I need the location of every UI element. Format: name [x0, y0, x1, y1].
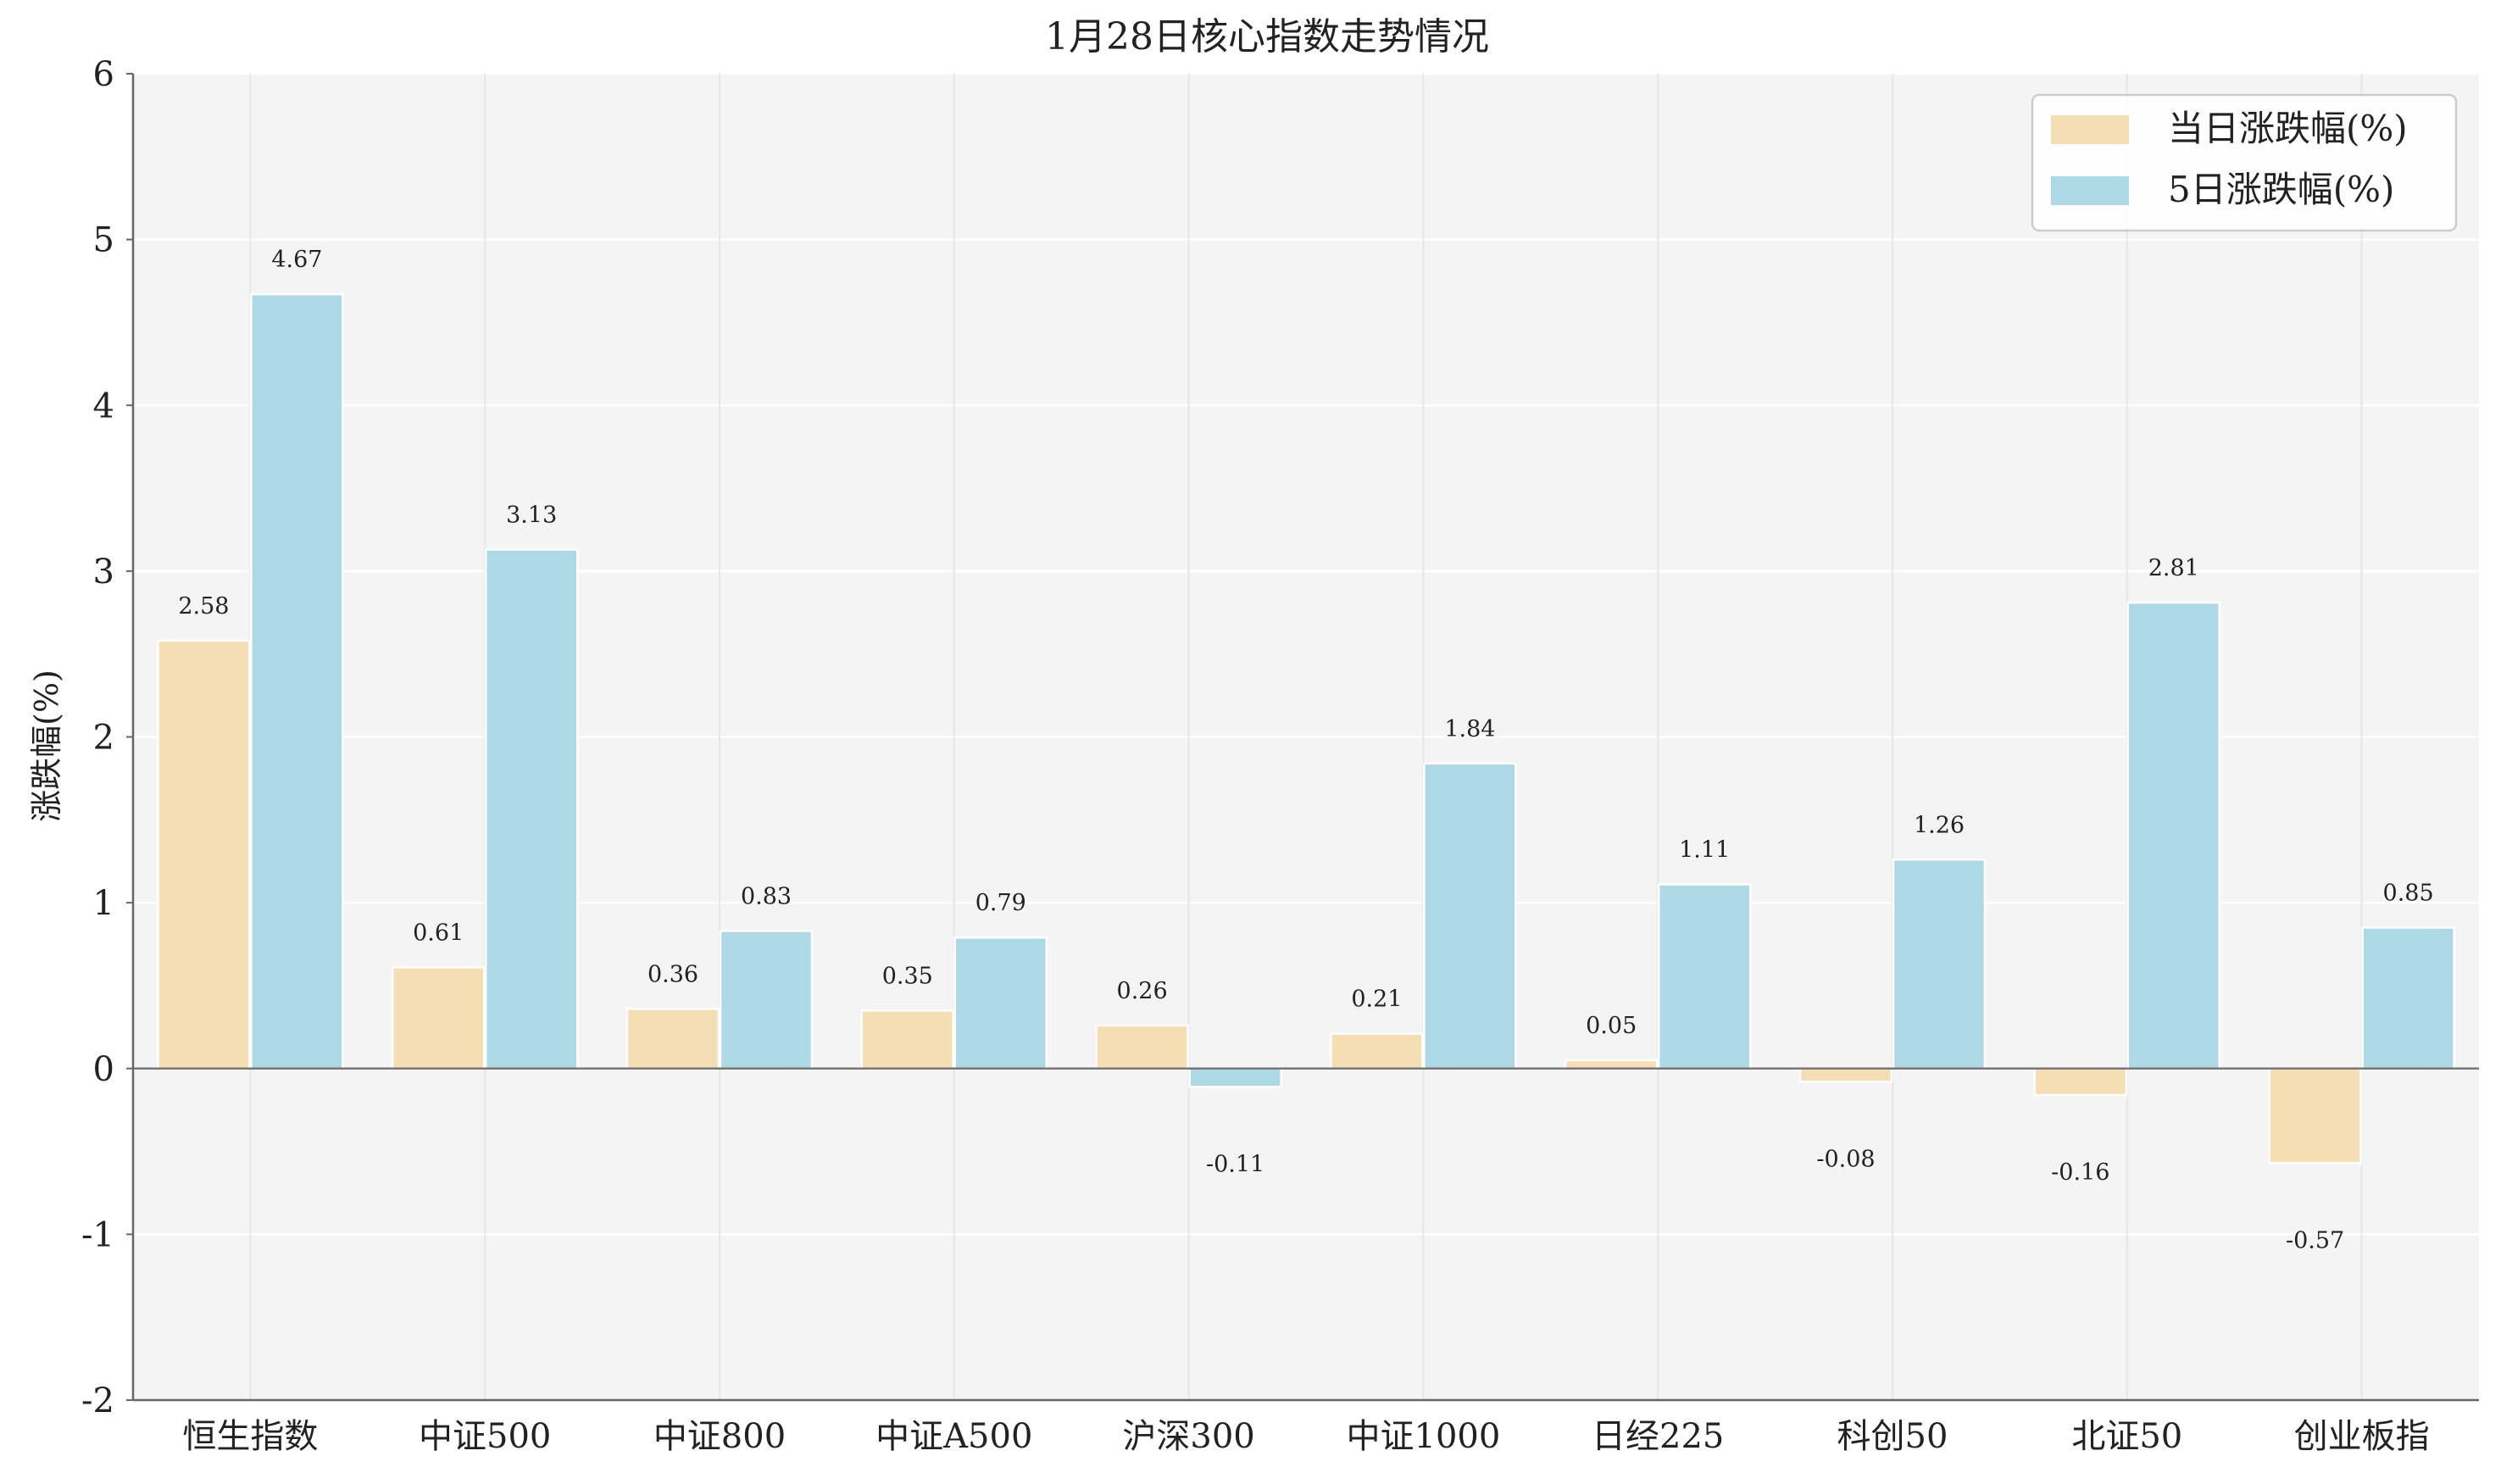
data-label: -0.16 — [2051, 1159, 2109, 1186]
bar-daily-change — [860, 1009, 955, 1070]
bar-daily-change — [1798, 1067, 1893, 1083]
data-label: 0.05 — [1586, 1013, 1637, 1039]
bar-daily-change — [391, 966, 486, 1070]
legend-label: 5日涨跌幅(%) — [2168, 169, 2394, 210]
bar-daily-change — [1564, 1059, 1659, 1070]
bar-daily-change — [1330, 1032, 1424, 1070]
bar-5day-change — [2126, 601, 2221, 1070]
data-label: 4.67 — [271, 247, 322, 273]
x-tick-label: 中证A500 — [875, 1417, 1032, 1456]
x-tick-label: 日经225 — [1592, 1417, 1724, 1456]
bar-5day-change — [2361, 926, 2455, 1070]
bar-5day-change — [719, 930, 814, 1070]
legend-swatch — [2051, 115, 2129, 144]
data-label: 0.79 — [975, 890, 1026, 916]
y-axis-label: 涨跌幅(%) — [28, 670, 65, 822]
legend-label: 当日涨跌幅(%) — [2168, 108, 2408, 149]
legend-swatch — [2051, 176, 2129, 205]
y-tick-label: 1 — [93, 884, 114, 923]
x-tick-label: 北证50 — [2071, 1417, 2182, 1456]
x-tick-label: 沪深300 — [1122, 1417, 1254, 1456]
x-tick-label: 科创50 — [1837, 1417, 1948, 1456]
x-tick-label: 中证500 — [419, 1417, 551, 1456]
y-tick-label: 5 — [93, 221, 114, 260]
data-label: 1.11 — [1679, 837, 1730, 864]
x-tick-label: 中证1000 — [1347, 1417, 1501, 1456]
bar-5day-change — [953, 936, 1048, 1070]
bar-daily-change — [2268, 1067, 2362, 1164]
data-label: -0.08 — [1816, 1146, 1875, 1172]
data-label: -0.11 — [1206, 1151, 1264, 1177]
y-tick-label: -1 — [81, 1215, 114, 1254]
x-tick-label: 恒生指数 — [182, 1417, 318, 1456]
bar-5day-change — [1423, 762, 1517, 1070]
data-label: 3.13 — [506, 502, 557, 528]
x-tick-label: 中证800 — [653, 1417, 786, 1456]
data-label: 0.85 — [2383, 880, 2434, 906]
bar-daily-change — [1095, 1024, 1189, 1070]
data-label: 2.81 — [2148, 555, 2199, 581]
x-tick-label: 创业板指 — [2294, 1417, 2430, 1456]
data-label: 2.58 — [178, 593, 229, 620]
chart-title: 1月28日核心指数走势情况 — [1045, 15, 1489, 58]
bar-daily-change — [157, 639, 251, 1070]
data-label: 1.26 — [1914, 812, 1965, 838]
y-tick-label: -2 — [81, 1381, 114, 1420]
bar-5day-change — [1657, 883, 1752, 1070]
data-label: 1.84 — [1444, 716, 1495, 742]
bar-5day-change — [484, 548, 579, 1070]
data-label: 0.36 — [647, 961, 698, 987]
bar-5day-change — [250, 292, 344, 1070]
y-tick-label: 3 — [93, 553, 114, 592]
y-tick-label: 4 — [93, 386, 114, 425]
data-label: 0.21 — [1351, 987, 1402, 1013]
bar-5day-change — [1188, 1067, 1282, 1088]
y-tick-label: 2 — [93, 719, 114, 758]
data-label: -0.57 — [2286, 1227, 2344, 1253]
data-label: 0.83 — [741, 883, 792, 909]
data-label: 0.35 — [882, 963, 933, 989]
data-label: 0.26 — [1117, 978, 1168, 1004]
data-label: 0.61 — [413, 920, 464, 946]
bar-daily-change — [2033, 1067, 2128, 1097]
bar-daily-change — [625, 1008, 720, 1070]
y-tick-label: 0 — [93, 1050, 114, 1089]
bar-5day-change — [1892, 859, 1987, 1070]
legend-box — [2031, 93, 2458, 232]
y-tick-label: 6 — [93, 55, 114, 94]
